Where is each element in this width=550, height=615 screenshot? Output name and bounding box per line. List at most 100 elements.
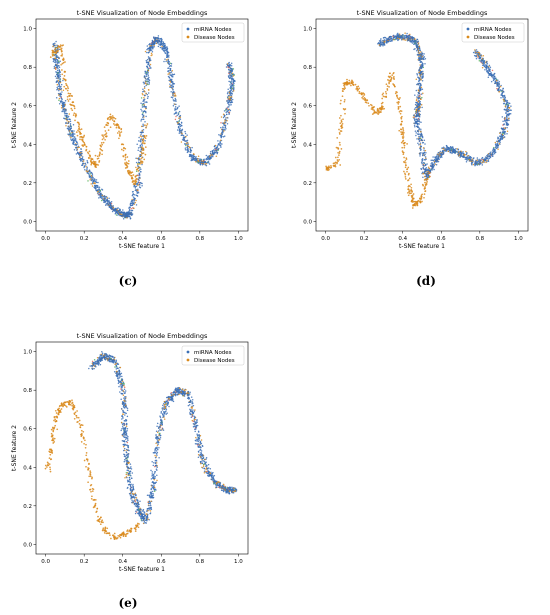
data-point	[91, 185, 94, 187]
data-point	[462, 152, 464, 155]
data-point	[111, 210, 114, 213]
data-point	[492, 74, 495, 77]
data-point	[64, 117, 66, 120]
data-point	[404, 176, 407, 178]
data-point	[490, 80, 493, 83]
data-point	[67, 115, 70, 118]
data-point	[398, 98, 401, 101]
data-point	[502, 96, 504, 99]
data-point	[410, 41, 413, 43]
data-point	[89, 365, 91, 367]
data-point	[180, 134, 183, 136]
data-point	[416, 38, 419, 41]
data-point	[79, 156, 81, 158]
data-point	[415, 101, 417, 104]
data-point	[410, 35, 412, 38]
data-point	[406, 143, 408, 145]
data-point	[179, 125, 182, 128]
data-point	[142, 118, 145, 121]
data-point	[113, 357, 115, 359]
data-point	[116, 367, 119, 369]
data-point	[114, 212, 117, 215]
data-point	[122, 212, 125, 214]
data-point	[163, 45, 166, 47]
data-point	[184, 143, 186, 145]
data-point	[460, 152, 463, 154]
data-point	[414, 204, 417, 207]
data-point	[421, 160, 423, 162]
data-point	[94, 161, 97, 163]
data-point	[146, 66, 149, 69]
data-point	[97, 164, 99, 166]
data-point	[142, 125, 145, 127]
data-point	[401, 146, 404, 149]
data-point	[220, 121, 222, 124]
data-point	[140, 125, 143, 128]
data-point	[495, 80, 498, 82]
data-point	[57, 81, 60, 84]
data-point	[74, 115, 77, 118]
data-point	[403, 142, 405, 145]
legend-label: Disease Nodes	[474, 35, 515, 41]
data-point	[409, 37, 411, 40]
data-point	[155, 37, 158, 39]
data-point	[419, 153, 421, 156]
data-point	[95, 163, 98, 166]
data-point	[431, 159, 434, 161]
data-point	[122, 410, 124, 412]
data-point	[336, 161, 338, 164]
data-point	[493, 76, 496, 78]
data-point	[339, 122, 342, 125]
data-point	[145, 61, 148, 63]
data-point	[488, 152, 491, 155]
data-point	[408, 177, 411, 180]
data-point	[366, 99, 369, 101]
data-point	[228, 75, 230, 78]
data-point	[489, 156, 492, 159]
data-point	[404, 159, 407, 162]
data-point	[508, 109, 510, 112]
data-point	[147, 77, 149, 80]
data-point	[67, 100, 70, 102]
data-point	[61, 53, 64, 55]
data-point	[425, 167, 428, 169]
data-point	[150, 54, 152, 57]
plot-frame	[315, 18, 529, 232]
data-point	[225, 66, 228, 68]
data-point	[82, 160, 85, 162]
data-point	[145, 59, 148, 62]
data-point	[222, 132, 224, 134]
series-mirna-points	[377, 32, 512, 181]
data-point	[115, 372, 118, 374]
data-point	[209, 152, 212, 155]
data-point	[501, 138, 503, 141]
data-point	[115, 360, 117, 363]
data-point	[343, 99, 346, 101]
data-point	[118, 130, 120, 133]
data-point	[481, 58, 484, 60]
data-point	[419, 155, 421, 157]
data-point	[168, 72, 171, 74]
data-point	[505, 104, 508, 106]
data-point	[434, 163, 437, 165]
data-point	[411, 191, 413, 193]
data-point	[57, 60, 60, 63]
data-point	[159, 38, 161, 40]
data-point	[72, 137, 74, 140]
data-point	[106, 124, 109, 127]
data-point	[414, 115, 416, 118]
data-point	[207, 161, 210, 164]
data-point	[403, 146, 406, 149]
data-point	[91, 368, 94, 371]
data-point	[194, 157, 197, 159]
data-point	[484, 159, 486, 162]
data-point	[73, 148, 76, 151]
data-point	[105, 204, 107, 207]
data-point	[148, 89, 150, 91]
legend-marker	[186, 35, 190, 39]
data-point	[415, 112, 417, 114]
data-point	[133, 184, 136, 187]
data-point	[469, 159, 472, 161]
data-point	[142, 88, 144, 90]
data-point	[55, 52, 57, 54]
